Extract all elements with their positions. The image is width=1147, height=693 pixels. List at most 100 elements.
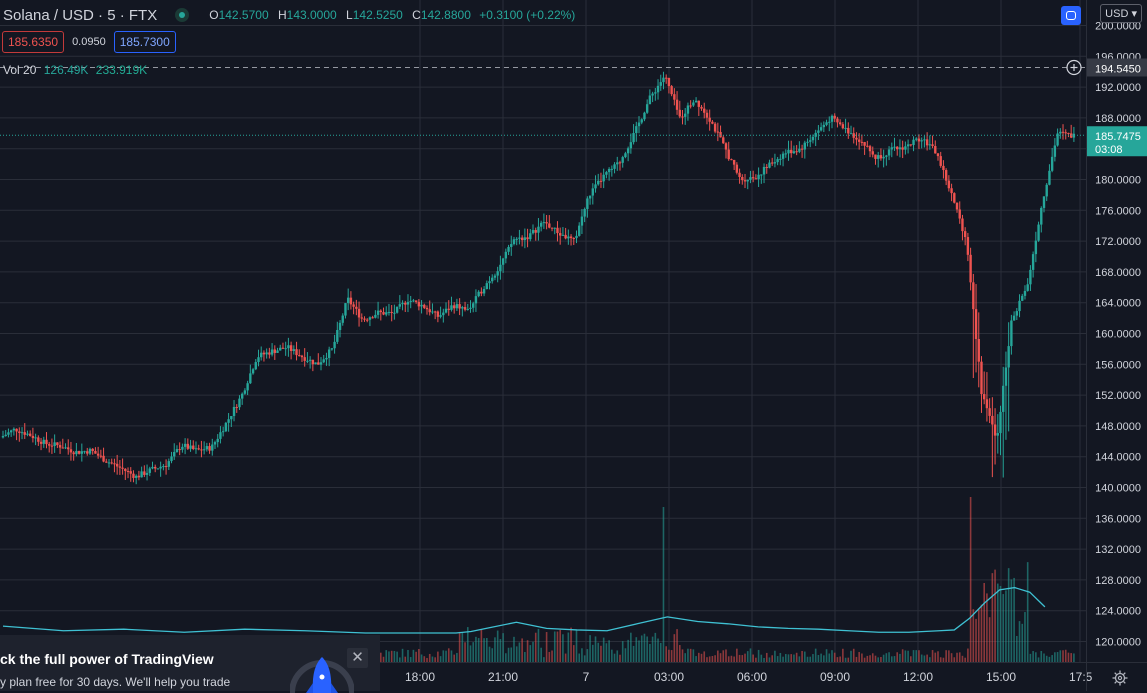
- candle-body: [322, 359, 325, 363]
- candle-body: [317, 362, 320, 365]
- candle-body: [738, 172, 741, 177]
- candle-body: [722, 137, 725, 144]
- volume-bar: [977, 608, 980, 662]
- candle-body: [450, 305, 453, 310]
- volume-bar: [578, 653, 581, 662]
- candle-body: [1029, 269, 1032, 285]
- price-tick-label: 192.0000: [1095, 82, 1141, 94]
- volume-bar: [646, 636, 648, 662]
- candle-body: [572, 238, 575, 240]
- candle-body: [1002, 385, 1005, 412]
- candle-body: [148, 468, 151, 473]
- volume-bar: [814, 648, 817, 662]
- candle-body: [567, 236, 570, 239]
- candle-body: [86, 451, 89, 454]
- candle-body: [499, 264, 502, 272]
- sell-button[interactable]: 185.6350: [2, 31, 65, 53]
- candle-body: [825, 122, 828, 125]
- volume-bar: [545, 632, 548, 662]
- volume-bar: [496, 630, 499, 662]
- candle-body: [56, 442, 59, 446]
- candle-body: [844, 127, 847, 129]
- currency-select[interactable]: USD ▾: [1100, 4, 1142, 23]
- volume-bar: [866, 655, 869, 662]
- candle-body: [711, 121, 714, 124]
- gear-icon[interactable]: [1112, 670, 1128, 686]
- volume-bar: [687, 648, 689, 662]
- symbol-title[interactable]: Solana / USD · 5 · FTX: [3, 6, 158, 24]
- volume-bar: [953, 657, 956, 662]
- candle-body: [406, 301, 410, 305]
- candle-body: [621, 157, 624, 163]
- last-price-label: 185.7475: [1095, 131, 1141, 143]
- volume-bar: [885, 653, 888, 662]
- volume-bar: [790, 654, 793, 662]
- candle-body: [491, 277, 494, 282]
- volume-bar: [1045, 655, 1048, 662]
- candle-body: [42, 439, 45, 444]
- candle-body: [482, 289, 486, 294]
- volume-bar: [763, 657, 765, 662]
- volume-bar: [804, 651, 806, 662]
- candle-body: [1059, 131, 1062, 134]
- candle-body: [624, 153, 627, 158]
- buy-button[interactable]: 185.7300: [113, 31, 176, 53]
- volume-bar: [461, 632, 464, 662]
- candle-body: [605, 172, 608, 175]
- candle-body: [412, 300, 415, 302]
- candle-body: [31, 435, 35, 439]
- candle-body: [129, 471, 132, 474]
- candle-body: [575, 235, 578, 239]
- volume-bar: [502, 633, 504, 662]
- candle-body: [67, 447, 70, 450]
- candle-body: [912, 139, 915, 146]
- candle-body: [360, 317, 363, 319]
- volume-bar: [839, 656, 841, 662]
- volume-bar: [426, 657, 428, 662]
- price-tick-label: 156.0000: [1095, 359, 1141, 371]
- candle-body: [404, 302, 407, 305]
- volume-bar: [483, 638, 485, 662]
- candle-body: [909, 144, 913, 146]
- volume-legend[interactable]: Vol 20 126.49K 233.919K: [3, 63, 147, 77]
- candle-body: [387, 311, 391, 313]
- candle-body: [1045, 184, 1048, 197]
- volume-bar: [428, 653, 431, 662]
- candle-body: [164, 466, 168, 468]
- candle-body: [151, 466, 154, 469]
- volume-bar: [505, 653, 507, 662]
- candle-body: [420, 304, 423, 307]
- volume-bar: [1062, 650, 1064, 662]
- candle-body: [273, 349, 276, 353]
- volume-bar: [833, 652, 836, 662]
- volume-ma-value: 233.919K: [95, 63, 148, 77]
- candle-body: [583, 208, 586, 217]
- candle-body: [849, 133, 853, 135]
- volume-bar: [931, 650, 934, 662]
- volume-bar: [695, 656, 697, 662]
- volume-bar: [828, 653, 831, 662]
- candle-body: [594, 184, 597, 189]
- volume-bar: [630, 632, 632, 662]
- volume-bar: [912, 650, 915, 662]
- candle-body: [18, 431, 21, 433]
- volume-bar: [1040, 650, 1043, 662]
- volume-bar: [649, 643, 651, 662]
- candle-body: [488, 281, 491, 284]
- volume-bar: [836, 657, 839, 662]
- compare-symbol-icon[interactable]: [1061, 6, 1081, 25]
- candle-body: [591, 188, 595, 196]
- volume-bar: [1043, 653, 1045, 662]
- volume-bar: [1024, 612, 1026, 662]
- upgrade-popup[interactable]: ck the full power of TradingView y plan …: [0, 635, 380, 693]
- candle-body: [382, 312, 385, 315]
- candle-body: [700, 106, 703, 109]
- volume-bar: [996, 583, 999, 662]
- volume-bar: [774, 650, 776, 662]
- candle-body: [219, 432, 222, 439]
- volume-bar: [668, 649, 670, 662]
- candle-body: [1048, 170, 1051, 185]
- candle-body: [664, 77, 668, 79]
- close-icon[interactable]: ✕: [347, 648, 368, 668]
